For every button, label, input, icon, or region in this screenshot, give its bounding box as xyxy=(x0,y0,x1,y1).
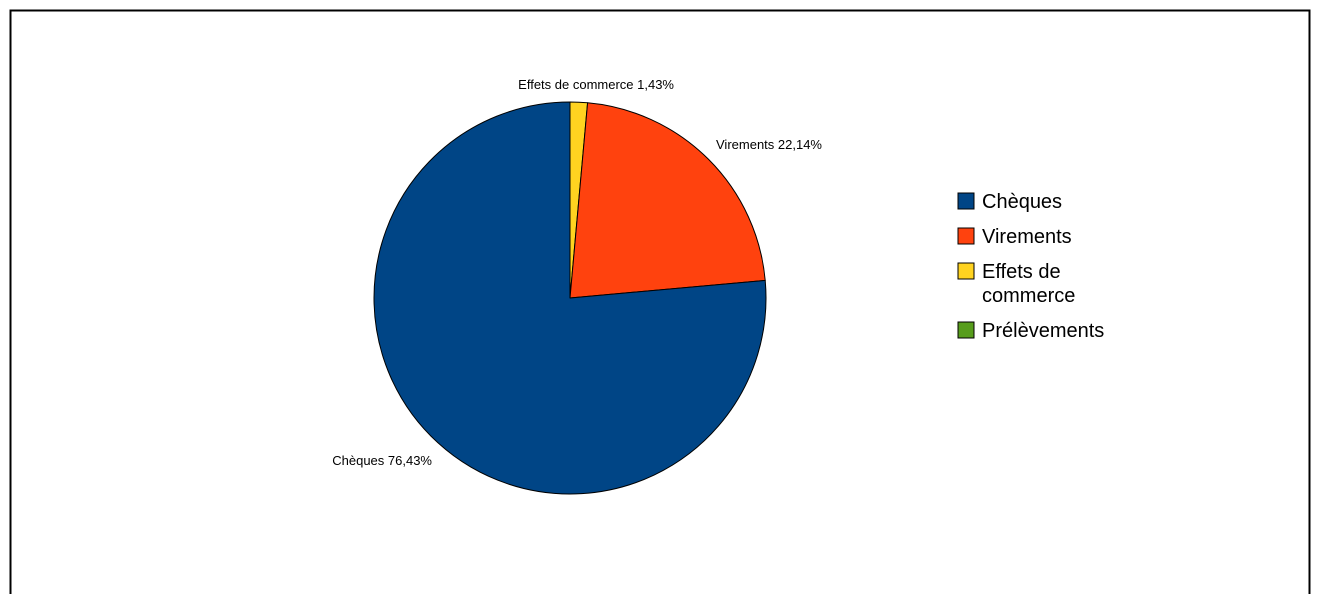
legend-swatch xyxy=(957,227,975,245)
legend-label: Prélèvements xyxy=(982,320,1104,342)
legend-label: Chèques xyxy=(982,191,1062,213)
legend-label: commerce xyxy=(982,285,1075,307)
legend-swatch xyxy=(957,262,975,280)
legend-label: Virements xyxy=(982,226,1072,248)
pie-slice-ch-ques xyxy=(373,101,767,495)
slice-label: Virements 22,14% xyxy=(716,137,822,152)
slice-label: Effets de commerce 1,43% xyxy=(518,77,674,92)
chart-border xyxy=(9,9,1311,594)
slice-labels: Effets de commerce 1,43% Virements 22,14%… xyxy=(332,77,822,468)
legend-item: Virements xyxy=(957,226,1072,248)
legend-swatch xyxy=(957,321,975,339)
slice-label: Chèques 76,43% xyxy=(332,453,432,468)
legend-item: Chèques xyxy=(957,191,1062,213)
legend-item: Prélèvements xyxy=(957,320,1104,342)
pie-slice-virements xyxy=(569,102,766,299)
legend-label: Effets de xyxy=(982,261,1061,283)
pie-slices xyxy=(373,101,767,495)
legend-swatch xyxy=(957,192,975,210)
